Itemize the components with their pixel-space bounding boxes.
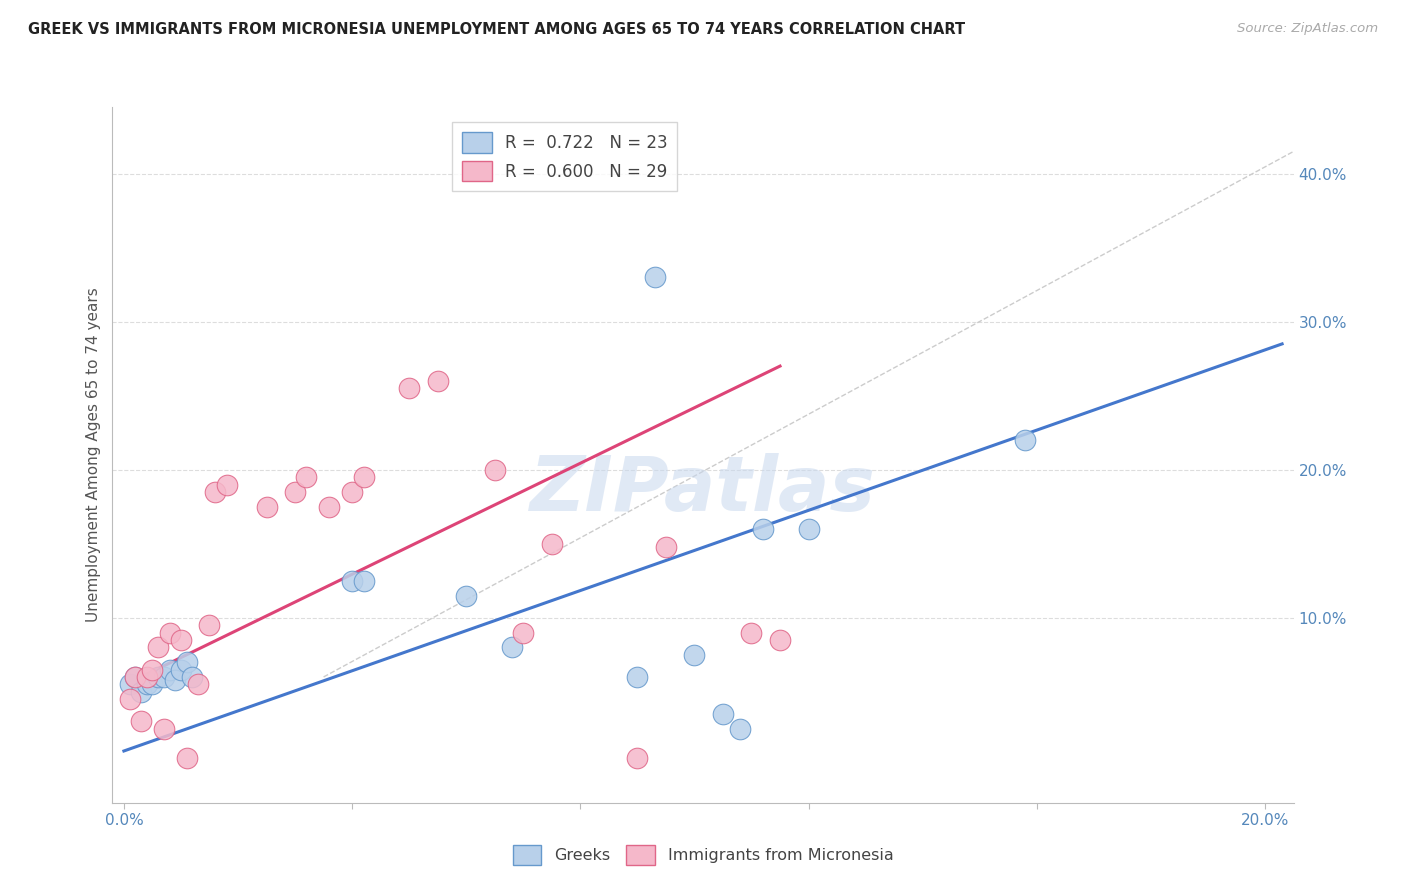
Point xyxy=(340,574,363,588)
Point xyxy=(124,670,146,684)
Point xyxy=(740,625,762,640)
Point xyxy=(176,655,198,669)
Point xyxy=(204,484,226,499)
Point xyxy=(141,677,163,691)
Point xyxy=(165,673,187,687)
Point xyxy=(141,663,163,677)
Point xyxy=(215,477,238,491)
Point xyxy=(626,670,648,684)
Point xyxy=(683,648,706,662)
Point xyxy=(129,685,152,699)
Point xyxy=(540,537,562,551)
Point xyxy=(711,706,734,721)
Point xyxy=(159,663,181,677)
Point xyxy=(512,625,534,640)
Point xyxy=(769,632,792,647)
Point xyxy=(1014,433,1036,447)
Point xyxy=(153,722,176,736)
Point xyxy=(284,484,307,499)
Legend: Greeks, Immigrants from Micronesia: Greeks, Immigrants from Micronesia xyxy=(506,839,900,871)
Point xyxy=(146,670,169,684)
Point xyxy=(456,589,478,603)
Point xyxy=(118,692,141,706)
Point xyxy=(153,670,176,684)
Text: GREEK VS IMMIGRANTS FROM MICRONESIA UNEMPLOYMENT AMONG AGES 65 TO 74 YEARS CORRE: GREEK VS IMMIGRANTS FROM MICRONESIA UNEM… xyxy=(28,22,966,37)
Point xyxy=(176,751,198,765)
Point xyxy=(353,470,375,484)
Point xyxy=(353,574,375,588)
Point xyxy=(170,632,193,647)
Point xyxy=(181,670,204,684)
Point xyxy=(124,670,146,684)
Point xyxy=(644,270,666,285)
Point xyxy=(398,381,420,395)
Point xyxy=(129,714,152,729)
Point xyxy=(626,751,648,765)
Point xyxy=(484,463,506,477)
Point xyxy=(318,500,340,514)
Point xyxy=(198,618,221,632)
Point xyxy=(340,484,363,499)
Y-axis label: Unemployment Among Ages 65 to 74 years: Unemployment Among Ages 65 to 74 years xyxy=(86,287,101,623)
Point xyxy=(797,522,820,536)
Point xyxy=(187,677,209,691)
Point xyxy=(501,640,523,655)
Point xyxy=(655,540,678,554)
Point xyxy=(728,722,751,736)
Text: ZIPatlas: ZIPatlas xyxy=(530,453,876,526)
Point xyxy=(295,470,318,484)
Text: Source: ZipAtlas.com: Source: ZipAtlas.com xyxy=(1237,22,1378,36)
Point xyxy=(159,625,181,640)
Point xyxy=(135,670,157,684)
Point xyxy=(256,500,278,514)
Point xyxy=(752,522,775,536)
Point xyxy=(426,374,449,388)
Point xyxy=(118,677,141,691)
Point xyxy=(146,640,169,655)
Point xyxy=(135,677,157,691)
Point xyxy=(170,663,193,677)
